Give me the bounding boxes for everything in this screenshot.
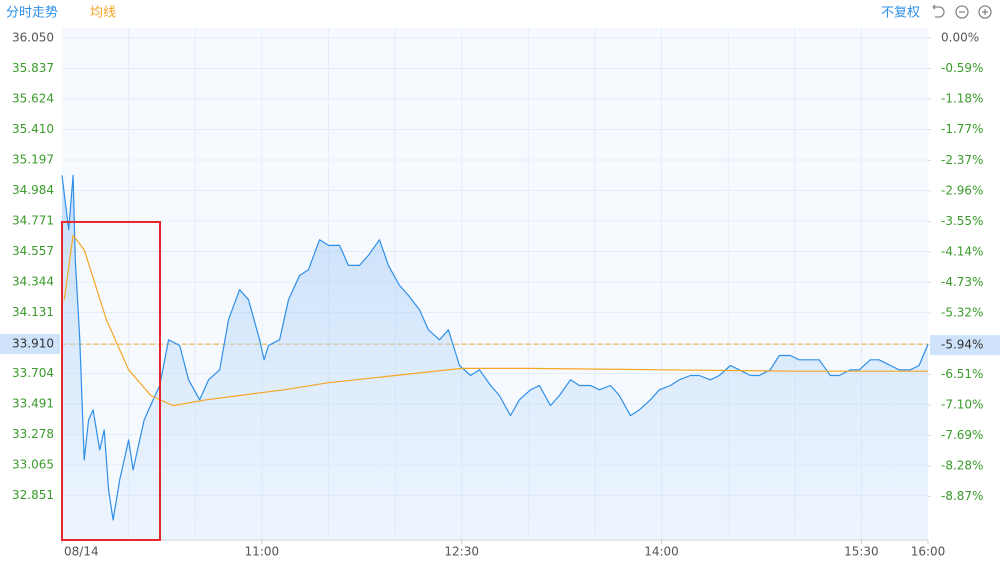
zoom-in-icon[interactable] — [978, 5, 992, 19]
y-tick-label: 33.910 — [12, 337, 54, 351]
y2-tick-label: -7.10% — [941, 398, 983, 412]
y2-tick-label: -4.14% — [941, 245, 983, 259]
adjust-mode[interactable]: 不复权 — [881, 5, 920, 21]
y-tick-label: 35.410 — [12, 122, 54, 136]
y2-tick-label: -5.94% — [941, 338, 983, 352]
chart-title[interactable]: 分时走势 — [6, 5, 58, 21]
y-tick-label: 35.837 — [12, 61, 54, 75]
x-tick-label: 08/14 — [64, 545, 99, 559]
y2-tick-label: 0.00% — [941, 31, 979, 45]
y-tick-label: 34.344 — [12, 274, 54, 288]
y-tick-label: 33.278 — [12, 427, 54, 441]
x-tick-label: 11:00 — [245, 545, 280, 559]
highlight-box — [61, 221, 161, 541]
y-tick-label: 33.065 — [12, 457, 54, 471]
x-tick-label: 12:30 — [444, 545, 479, 559]
y-tick-label: 32.851 — [12, 488, 54, 502]
y2-tick-label: -2.96% — [941, 184, 983, 198]
y-tick-label: 34.557 — [12, 244, 54, 258]
y2-tick-label: -7.69% — [941, 428, 983, 442]
y2-tick-label: -2.37% — [941, 153, 983, 167]
y2-tick-label: -1.18% — [941, 92, 983, 106]
x-tick-label: 15:30 — [844, 545, 879, 559]
x-tick-label: 16:00 — [911, 545, 946, 559]
undo-icon[interactable] — [932, 4, 945, 18]
base-layer: 36.050 35.837 35.624 35.410 35.197 34.984 34.7… — [0, 28, 1000, 559]
y-tick-label: 33.704 — [12, 366, 54, 380]
y-tick-label: 36.050 — [12, 31, 54, 45]
y2-tick-label: -1.77% — [941, 122, 983, 136]
y-tick-label: 34.131 — [12, 305, 54, 319]
legend-entry[interactable]: 均线 — [90, 6, 116, 21]
y-tick-label: 35.197 — [12, 152, 54, 166]
tick-highlight — [930, 335, 1000, 356]
y-tick-label: 33.491 — [12, 396, 54, 410]
y2-tick-label: -3.55% — [941, 214, 983, 228]
average-line — [63, 234, 928, 407]
y-tick-label: 34.984 — [12, 183, 54, 197]
y2-tick-label: -8.28% — [941, 459, 983, 473]
zoom-out-icon[interactable] — [955, 5, 969, 19]
y2-tick-label: -6.51% — [941, 367, 983, 381]
tick-highlight — [0, 334, 60, 355]
y-tick-label: 34.771 — [12, 213, 54, 227]
y2-tick-label: -8.87% — [941, 489, 983, 503]
y2-tick-label: -0.59% — [941, 61, 983, 75]
y-tick-label: 35.624 — [12, 91, 54, 105]
y2-tick-label: -4.73% — [941, 275, 983, 289]
y2-tick-label: -5.32% — [941, 306, 983, 320]
x-tick-label: 14:00 — [644, 545, 679, 559]
price-area — [62, 175, 928, 541]
